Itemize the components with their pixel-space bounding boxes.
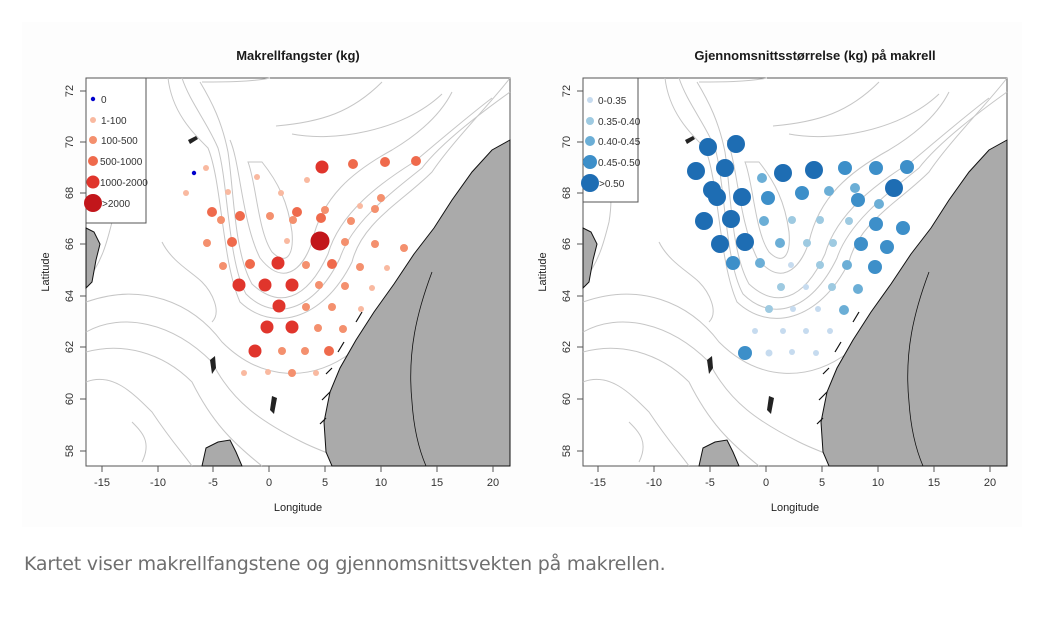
plot-area: 0-0.35 0.35-0.40 0.40-0.45 0.45-0.50 >0.… <box>581 77 1008 467</box>
y-axis-labels: 58 60 62 64 66 68 70 72 <box>64 85 76 457</box>
y-axis-title: Latitude <box>40 252 52 291</box>
land-scandinavia <box>816 139 1008 467</box>
svg-text:70: 70 <box>64 136 76 148</box>
x-axis-title: Longitude <box>771 502 819 514</box>
y-axis-ticks <box>80 90 86 452</box>
land-scandinavia <box>319 139 511 467</box>
figure-caption: Kartet viser makrellfangstene og gjennom… <box>24 553 666 575</box>
svg-text:5: 5 <box>819 477 825 489</box>
size-points <box>687 135 914 360</box>
land-jan-mayen <box>188 136 198 144</box>
x-axis-ticks <box>101 466 494 472</box>
svg-text:70: 70 <box>561 136 573 148</box>
x-axis-labels: -15 -10 -5 0 5 10 15 20 <box>590 477 996 489</box>
svg-text:68: 68 <box>64 187 76 199</box>
svg-text:58: 58 <box>64 445 76 457</box>
catch-map: Makrellfangster (kg) <box>40 48 511 514</box>
svg-text:72: 72 <box>561 85 573 97</box>
legend-label: 500-1000 <box>100 157 143 168</box>
land-jan-mayen <box>685 136 695 144</box>
svg-text:-10: -10 <box>150 477 166 489</box>
catch-map-title: Makrellfangster (kg) <box>236 48 360 63</box>
svg-text:62: 62 <box>561 341 573 353</box>
legend-label: 0.45-0.50 <box>598 158 641 169</box>
plot-area: 0 1-100 100-500 500-1000 1000-2000 >2000 <box>84 77 511 467</box>
size-legend: 0-0.35 0.35-0.40 0.40-0.45 0.45-0.50 >0.… <box>581 77 641 203</box>
y-axis-title: Latitude <box>537 252 549 291</box>
svg-text:10: 10 <box>872 477 884 489</box>
land-faroe <box>707 356 713 374</box>
legend-label: 0.35-0.40 <box>598 117 641 128</box>
land-shetland <box>767 396 774 414</box>
legend-label: 1000-2000 <box>100 178 148 189</box>
size-map-panel: Gjennomsnittsstørrelse (kg) på makrell <box>519 22 1019 527</box>
svg-text:72: 72 <box>64 85 76 97</box>
size-map: Gjennomsnittsstørrelse (kg) på makrell <box>537 48 1008 514</box>
svg-text:58: 58 <box>561 445 573 457</box>
size-map-title: Gjennomsnittsstørrelse (kg) på makrell <box>694 48 935 63</box>
svg-text:-15: -15 <box>590 477 606 489</box>
svg-text:20: 20 <box>984 477 996 489</box>
svg-text:0: 0 <box>266 477 272 489</box>
land-scotland <box>698 439 740 467</box>
land-faroe <box>210 356 216 374</box>
y-axis-labels: 58 60 62 64 66 68 70 72 <box>561 85 573 457</box>
legend-label: 0-0.35 <box>598 96 627 107</box>
x-axis-ticks <box>597 466 991 472</box>
svg-text:64: 64 <box>561 290 573 302</box>
svg-text:60: 60 <box>64 393 76 405</box>
x-axis-title: Longitude <box>274 502 322 514</box>
svg-text:66: 66 <box>561 238 573 250</box>
svg-text:5: 5 <box>322 477 328 489</box>
legend-label: 0 <box>101 95 107 106</box>
svg-text:60: 60 <box>561 393 573 405</box>
catch-map-panel: Makrellfangster (kg) <box>22 22 522 527</box>
catch-points <box>183 156 421 377</box>
land-iceland <box>85 227 101 290</box>
figure-container: Makrellfangster (kg) <box>22 22 1022 527</box>
y-axis-ticks <box>577 90 583 452</box>
depth-contours <box>85 77 511 467</box>
land-shetland <box>270 396 277 414</box>
svg-text:10: 10 <box>375 477 387 489</box>
svg-text:62: 62 <box>64 341 76 353</box>
svg-text:15: 15 <box>431 477 443 489</box>
svg-text:-15: -15 <box>94 477 110 489</box>
legend-label: 0.40-0.45 <box>598 137 641 148</box>
x-axis-labels: -15 -10 -5 0 5 10 15 20 <box>94 477 499 489</box>
legend-label: >2000 <box>102 199 131 210</box>
legend-label: 1-100 <box>101 116 127 127</box>
legend-label: 100-500 <box>101 136 138 147</box>
svg-text:-10: -10 <box>646 477 662 489</box>
svg-text:64: 64 <box>64 290 76 302</box>
land-scotland <box>201 439 243 467</box>
svg-text:-5: -5 <box>705 477 715 489</box>
svg-text:66: 66 <box>64 238 76 250</box>
svg-text:15: 15 <box>928 477 940 489</box>
catch-legend: 0 1-100 100-500 500-1000 1000-2000 >2000 <box>84 77 148 224</box>
land-iceland <box>582 227 598 290</box>
svg-text:-5: -5 <box>208 477 218 489</box>
svg-text:20: 20 <box>487 477 499 489</box>
legend-label: >0.50 <box>599 179 625 190</box>
svg-text:0: 0 <box>763 477 769 489</box>
svg-text:68: 68 <box>561 187 573 199</box>
